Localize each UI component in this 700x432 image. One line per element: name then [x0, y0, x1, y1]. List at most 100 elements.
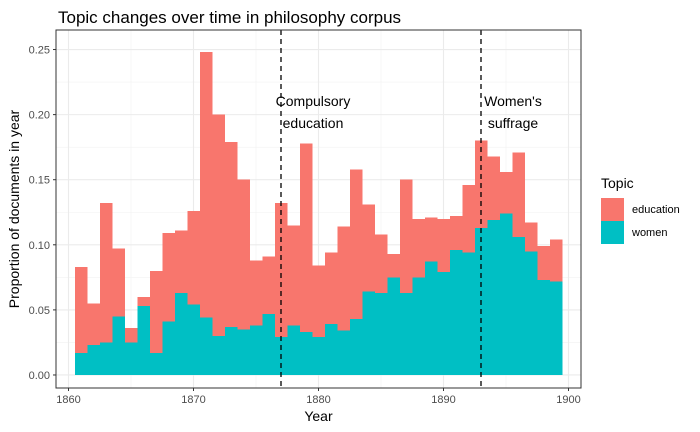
bar-education	[224, 141, 238, 327]
bar-women	[237, 329, 251, 375]
bar-education	[387, 253, 401, 278]
bar-women	[487, 220, 501, 375]
bar-women	[287, 325, 301, 375]
vlines-layer: Compulsory education Women's suffrage	[276, 30, 542, 388]
bar-women	[324, 324, 338, 375]
bar-women	[137, 305, 151, 375]
bar-education	[324, 252, 338, 325]
bar-education	[362, 204, 376, 292]
bar-education	[187, 210, 201, 305]
event-annotation: education	[283, 115, 344, 131]
bar-women	[199, 317, 213, 375]
bar-education	[399, 179, 413, 293]
bar-women	[424, 261, 438, 375]
bar-women	[299, 332, 313, 375]
bar-education	[112, 248, 126, 317]
bar-women	[412, 277, 426, 375]
x-axis: 1860 1870 1880 1890 1900	[56, 388, 581, 406]
bar-women	[187, 304, 201, 375]
bar-education	[374, 234, 388, 293]
bar-education	[287, 225, 301, 326]
x-tick-label: 1900	[556, 394, 580, 406]
legend-label: women	[631, 227, 667, 239]
bar-women	[262, 313, 276, 375]
bar-education	[262, 256, 276, 314]
chart-title: Topic changes over time in philosophy co…	[58, 8, 401, 27]
legend: Topic education women	[601, 175, 680, 244]
bar-women	[112, 316, 126, 375]
bar-education	[249, 260, 263, 326]
bar-education	[437, 218, 451, 273]
bar-women	[124, 342, 138, 375]
bar-education	[74, 266, 88, 353]
bar-women	[162, 321, 176, 375]
bar-education	[212, 114, 226, 336]
bar-education	[349, 169, 363, 320]
bar-education	[124, 328, 138, 343]
y-axis: 0.00 0.05 0.10 0.15 0.20 0.25	[29, 45, 56, 382]
y-tick-label: 0.25	[29, 45, 50, 57]
legend-label: education	[632, 204, 680, 216]
bar-education	[162, 233, 176, 322]
x-tick-label: 1860	[56, 394, 80, 406]
bar-women	[74, 352, 88, 375]
legend-title: Topic	[601, 175, 634, 191]
bar-women	[87, 345, 101, 375]
bar-women	[99, 342, 113, 375]
bar-education	[499, 171, 513, 214]
event-annotation: suffrage	[488, 115, 539, 131]
bar-women	[499, 213, 513, 375]
bar-women	[374, 292, 388, 375]
bar-women	[312, 337, 326, 375]
bar-women	[524, 251, 538, 375]
event-annotation: Women's	[484, 93, 542, 109]
bar-women	[212, 335, 226, 375]
x-axis-label: Year	[304, 408, 333, 424]
bar-education	[312, 265, 326, 338]
bar-education	[137, 296, 151, 306]
bar-women	[437, 272, 451, 375]
y-axis-label: Proportion of documents in year	[6, 109, 22, 308]
bar-women	[224, 326, 238, 375]
bar-education	[512, 152, 526, 237]
bar-education	[149, 270, 163, 353]
bar-women	[537, 279, 551, 375]
y-tick-label: 0.00	[29, 370, 50, 382]
bar-education	[337, 226, 351, 331]
x-tick-label: 1870	[181, 394, 205, 406]
bar-education	[99, 203, 113, 343]
bar-education	[449, 216, 463, 251]
bar-education	[537, 246, 551, 280]
bar-women	[449, 250, 463, 375]
bar-women	[349, 319, 363, 375]
bar-women	[249, 325, 263, 375]
bar-women	[362, 291, 376, 375]
bar-women	[337, 330, 351, 375]
bar-education	[462, 184, 476, 253]
bar-women	[387, 277, 401, 375]
bar-women	[149, 352, 163, 375]
y-tick-label: 0.05	[29, 305, 50, 317]
bar-education	[199, 52, 213, 318]
x-tick-label: 1890	[431, 394, 455, 406]
bar-education	[274, 203, 288, 338]
x-tick-label: 1880	[306, 394, 330, 406]
bar-women	[462, 252, 476, 375]
y-tick-label: 0.20	[29, 110, 50, 122]
bars-layer	[74, 52, 563, 375]
bar-education	[87, 303, 101, 346]
bar-education	[412, 218, 426, 278]
bar-education	[487, 156, 501, 221]
bar-education	[549, 239, 563, 282]
bar-education	[299, 143, 313, 333]
bar-education	[524, 222, 538, 252]
bar-women	[399, 292, 413, 375]
bar-education	[174, 230, 188, 293]
legend-key-women	[601, 221, 624, 244]
bar-women	[512, 236, 526, 375]
bar-women	[174, 292, 188, 375]
y-tick-label: 0.15	[29, 175, 50, 187]
bar-education	[424, 217, 438, 262]
event-annotation: Compulsory	[276, 93, 351, 109]
